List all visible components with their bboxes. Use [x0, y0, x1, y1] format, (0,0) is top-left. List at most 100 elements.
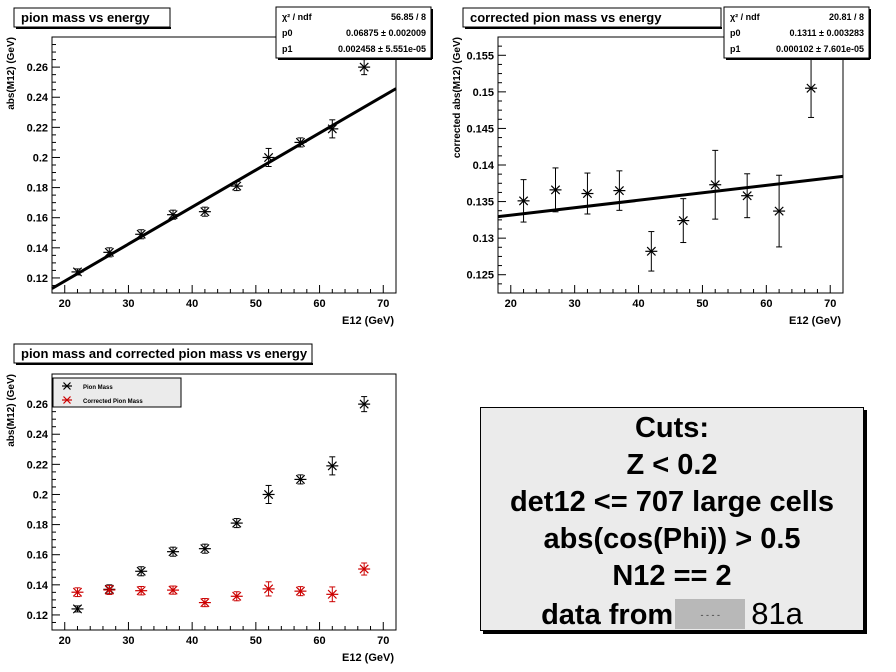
marker-stroke: [63, 396, 71, 404]
marker-stroke: [104, 585, 114, 595]
marker-stroke: [295, 586, 306, 596]
marker-stroke: [232, 591, 242, 601]
stats-label: χ² / ndf: [730, 12, 761, 22]
cut-line: det12 <= 707 large cells: [509, 486, 835, 518]
stats-label: χ² / ndf: [282, 12, 313, 22]
marker-stroke: [72, 604, 83, 614]
x-tick-label: 70: [377, 635, 389, 647]
stats-label: p0: [730, 28, 741, 38]
marker-stroke: [614, 185, 625, 196]
stats-value: 20.81 / 8: [829, 12, 864, 22]
stats-value: 0.1311 ± 0.003283: [789, 28, 864, 38]
cut-line: abs(cos(Phi)) > 0.5: [543, 523, 801, 555]
marker-stroke: [200, 544, 210, 554]
marker-stroke: [327, 461, 337, 471]
y-axis-label: corrected abs(M12) (GeV): [452, 37, 463, 158]
marker-stroke: [104, 247, 114, 257]
stats-value: 56.85 / 8: [391, 12, 426, 22]
y-tick-label: 0.135: [466, 197, 494, 209]
redacted-text: - - - -: [700, 610, 720, 621]
cuts-panel: Cuts: Z < 0.2 det12 <= 707 large cells a…: [480, 407, 864, 631]
y-tick-label: 0.22: [27, 459, 48, 471]
marker-stroke: [136, 586, 146, 596]
cuts-title: Cuts:: [634, 412, 710, 444]
marker-stroke: [263, 584, 274, 594]
marker-stroke: [774, 206, 784, 216]
marker-stroke: [263, 489, 274, 500]
y-tick-label: 0.26: [27, 399, 48, 411]
marker-stroke: [582, 188, 593, 199]
data-from-label: data from: [541, 599, 674, 631]
marker-stroke: [168, 585, 178, 595]
x-tick-label: 40: [632, 298, 644, 310]
y-tick-label: 0.125: [466, 270, 494, 282]
data-source-line: data from - - - - 81a: [481, 595, 863, 634]
chart-title: pion mass and corrected pion mass vs ene…: [21, 346, 308, 361]
y-axis-label: abs(M12) (GeV): [6, 37, 17, 110]
x-axis-label: E12 (GeV): [342, 315, 394, 327]
stats-value: 0.06875 ± 0.002009: [346, 28, 426, 38]
marker-stroke: [295, 137, 306, 148]
chart-title: pion mass vs energy: [21, 10, 150, 25]
marker-stroke: [359, 62, 369, 72]
stats-label: p1: [282, 44, 293, 54]
marker-stroke: [200, 597, 210, 608]
marker-stroke: [72, 587, 83, 597]
marker-stroke: [295, 474, 306, 485]
x-axis-label: E12 (GeV): [342, 652, 394, 664]
marker-stroke: [359, 564, 369, 574]
y-tick-label: 0.13: [473, 233, 494, 245]
marker-stroke: [518, 196, 529, 206]
marker-stroke: [232, 518, 242, 528]
y-tick-label: 0.145: [466, 123, 494, 135]
marker-stroke: [550, 185, 561, 195]
marker-stroke: [710, 180, 720, 190]
x-tick-label: 20: [59, 298, 71, 310]
stats-value: 0.000102 ± 7.601e-05: [776, 44, 864, 54]
y-tick-label: 0.12: [27, 610, 48, 622]
marker-stroke: [263, 152, 274, 163]
x-tick-label: 30: [122, 298, 134, 310]
y-tick-label: 0.155: [466, 50, 494, 62]
legend-label: Pion Mass: [83, 385, 113, 391]
plot-combined: 20 30 40 50 60 70 0.12 0.14 0.16 0.18 0.2 0.22 0.24 0…: [6, 343, 397, 664]
plot-pion-mass: 20 30 40 50 60 70 0.12 0.14 0.16 0.18 0.2 0.22 0.24 0…: [6, 6, 433, 327]
plot-corrected-pion-mass: 20 30 40 50 60 70 0.125 0.13 0.135 0.14 0.145 0.15 0…: [452, 6, 871, 327]
marker-stroke: [359, 399, 369, 409]
marker-stroke: [200, 207, 210, 217]
x-tick-label: 60: [760, 298, 772, 310]
stats-label: p1: [730, 44, 741, 54]
marker-stroke: [742, 191, 752, 201]
x-tick-label: 60: [313, 298, 325, 310]
cut-line: N12 == 2: [612, 560, 732, 592]
x-tick-label: 50: [250, 298, 262, 310]
marker-stroke: [327, 124, 337, 134]
x-tick-label: 30: [569, 298, 581, 310]
chart-title: corrected pion mass vs energy: [470, 10, 662, 25]
marker-stroke: [232, 181, 242, 191]
marker-stroke: [646, 246, 656, 256]
marker-stroke: [63, 382, 71, 390]
x-tick-label: 20: [59, 635, 71, 647]
x-tick-label: 60: [313, 635, 325, 647]
plot-frame: [497, 36, 844, 294]
y-tick-label: 0.14: [27, 580, 49, 592]
redacted-box: - - - -: [675, 599, 746, 630]
marker-stroke: [168, 210, 178, 220]
y-tick-label: 0.14: [27, 243, 49, 255]
plot-frame: [51, 36, 397, 294]
y-tick-label: 0.16: [27, 213, 48, 225]
marker-stroke: [168, 547, 178, 557]
x-tick-label: 20: [505, 298, 517, 310]
y-tick-label: 0.24: [27, 429, 49, 441]
y-tick-label: 0.12: [27, 273, 48, 285]
data-tag: 81a: [751, 596, 803, 631]
y-tick-label: 0.15: [473, 87, 494, 99]
x-tick-label: 50: [696, 298, 708, 310]
marker-stroke: [72, 267, 83, 277]
x-tick-label: 40: [186, 635, 198, 647]
stats-label: p0: [282, 28, 293, 38]
y-tick-label: 0.22: [27, 122, 48, 134]
y-axis-label: abs(M12) (GeV): [6, 374, 17, 447]
